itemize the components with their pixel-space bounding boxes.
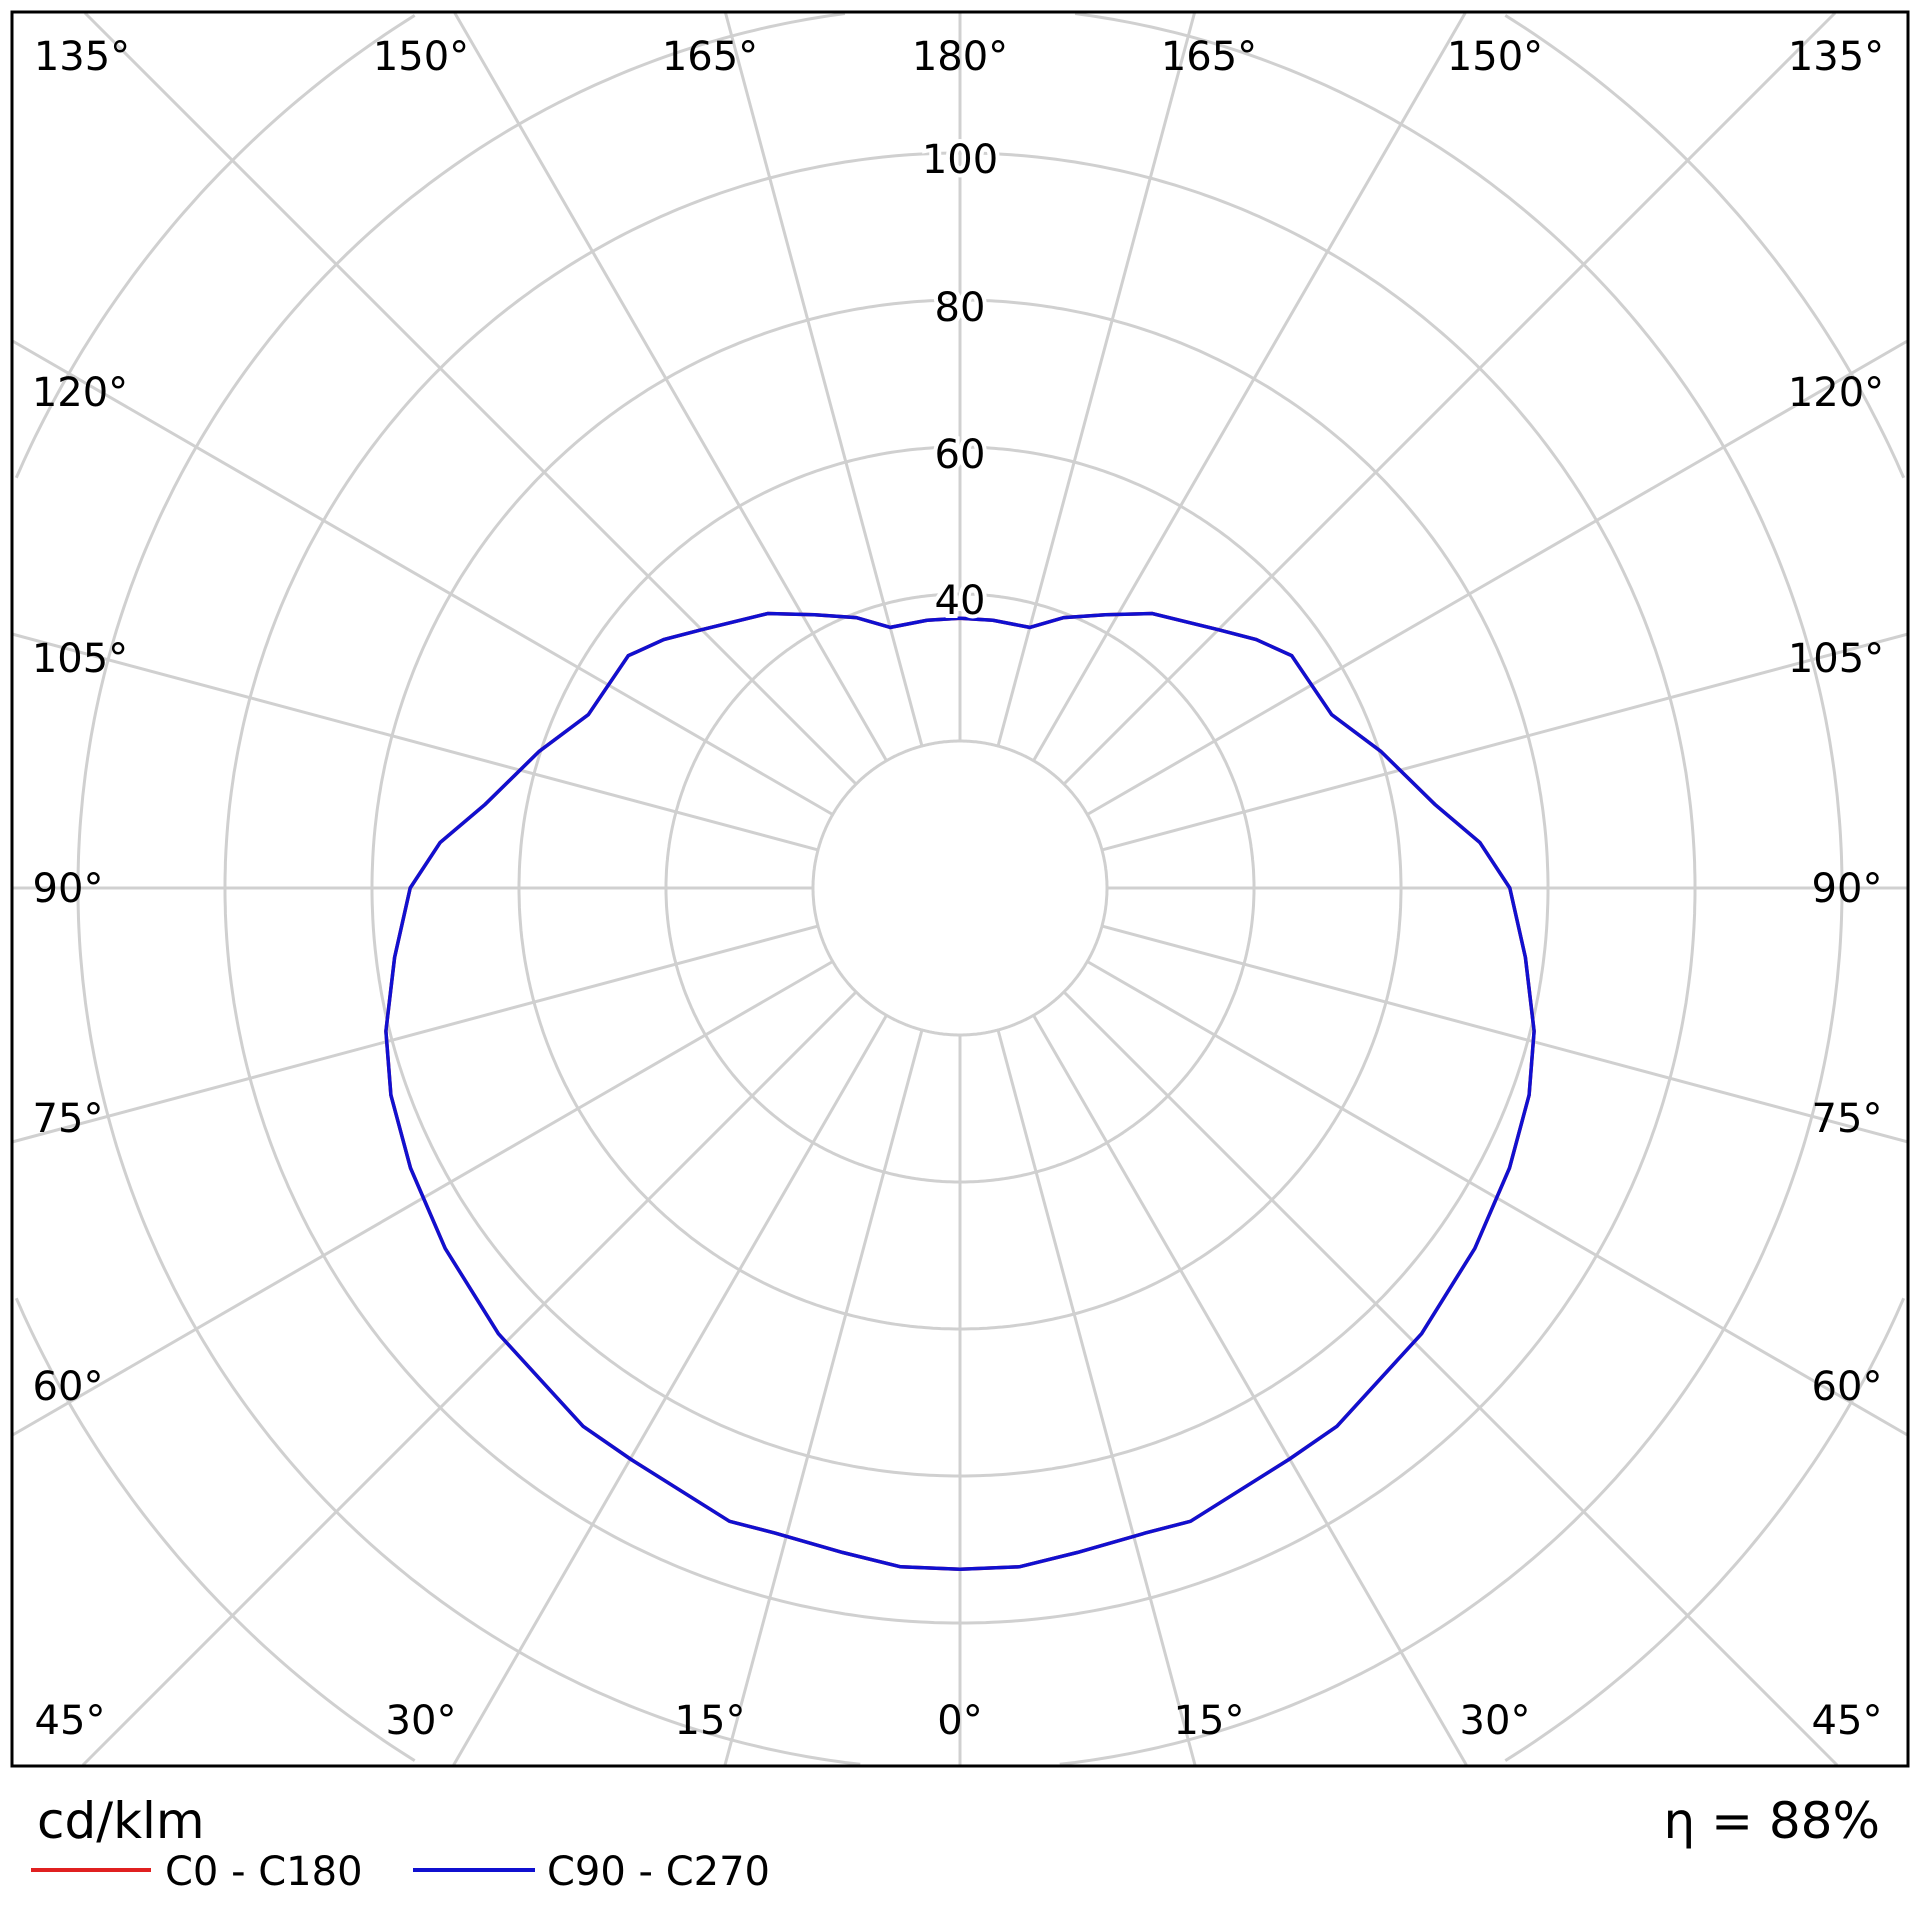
angle-label: 165° <box>1161 34 1257 80</box>
grid-spoke <box>1086 339 1908 816</box>
grid-spoke <box>12 924 819 1144</box>
grid-spoke <box>996 12 1196 747</box>
angle-label: 120° <box>32 370 128 416</box>
angle-label: 150° <box>373 34 469 80</box>
grid-spoke <box>724 12 924 747</box>
radial-tick-100: 100 <box>922 137 998 183</box>
angle-labels-left: 120° 105° 90° 75° 60° <box>32 370 128 1410</box>
unit-label: cd/klm <box>37 1792 205 1850</box>
angle-labels-bottom: 45° 30° 15° 0° 15° 30° 45° <box>35 1698 1883 1744</box>
grid-spoke <box>83 11 858 786</box>
grid-spoke <box>81 990 858 1767</box>
grid-ring <box>14 14 1906 1762</box>
radial-tick-60: 60 <box>935 432 986 478</box>
polar-grid <box>12 11 1908 1767</box>
angle-labels-top: 135° 150° 165° 180° 165° 150° 135° <box>34 34 1884 80</box>
grid-spoke <box>723 1029 924 1766</box>
curve-c90-c270 <box>384 611 1536 1572</box>
angle-label: 90° <box>33 866 104 912</box>
angle-label: 15° <box>675 1698 746 1744</box>
angle-label: 135° <box>1788 34 1884 80</box>
grid-spoke <box>1062 990 1839 1767</box>
curves <box>384 611 1536 1572</box>
angle-label: 105° <box>1788 636 1884 682</box>
angle-labels-right: 120° 105° 90° 75° 60° <box>1788 370 1884 1410</box>
angle-label: 0° <box>937 1698 982 1744</box>
angle-label: 60° <box>1812 1364 1883 1410</box>
grid-spoke <box>996 1029 1197 1766</box>
angle-label: 30° <box>1460 1698 1531 1744</box>
legend: C0 - C180 C90 - C270 <box>31 1849 770 1895</box>
angle-label: 60° <box>33 1364 104 1410</box>
angle-label: 120° <box>1788 370 1884 416</box>
angle-label: 75° <box>1812 1096 1883 1142</box>
angle-label: 150° <box>1447 34 1543 80</box>
grid-spoke <box>452 1014 888 1766</box>
grid-spoke <box>1032 1014 1468 1766</box>
angle-label: 90° <box>1812 866 1883 912</box>
angle-label: 45° <box>35 1698 106 1744</box>
grid-spoke <box>1101 632 1908 852</box>
angle-label: 45° <box>1812 1698 1883 1744</box>
efficiency-label: η = 88% <box>1663 1792 1880 1850</box>
grid-spoke <box>1062 11 1837 786</box>
plot-frame <box>10 10 1910 1768</box>
grid-spoke <box>12 339 834 816</box>
grid-spoke <box>453 12 888 762</box>
grid-spoke <box>12 632 819 852</box>
legend-label-c90-c270: C90 - C270 <box>547 1849 770 1895</box>
grid-spoke <box>1032 12 1467 762</box>
radial-tick-labels: 100 80 60 40 <box>918 133 1002 628</box>
angle-label: 135° <box>34 34 130 80</box>
grid-spoke <box>1101 924 1908 1144</box>
angle-label: 105° <box>32 636 128 682</box>
angle-label: 180° <box>912 34 1008 80</box>
legend-label-c0-c180: C0 - C180 <box>165 1849 363 1895</box>
angle-label: 75° <box>33 1096 104 1142</box>
angle-label: 165° <box>662 34 758 80</box>
grid-ring <box>76 12 1844 1766</box>
angle-label: 15° <box>1174 1698 1245 1744</box>
grid-ring <box>811 739 1109 1037</box>
angle-label: 30° <box>386 1698 457 1744</box>
radial-tick-40: 40 <box>935 578 986 624</box>
radial-tick-80: 80 <box>935 285 986 331</box>
